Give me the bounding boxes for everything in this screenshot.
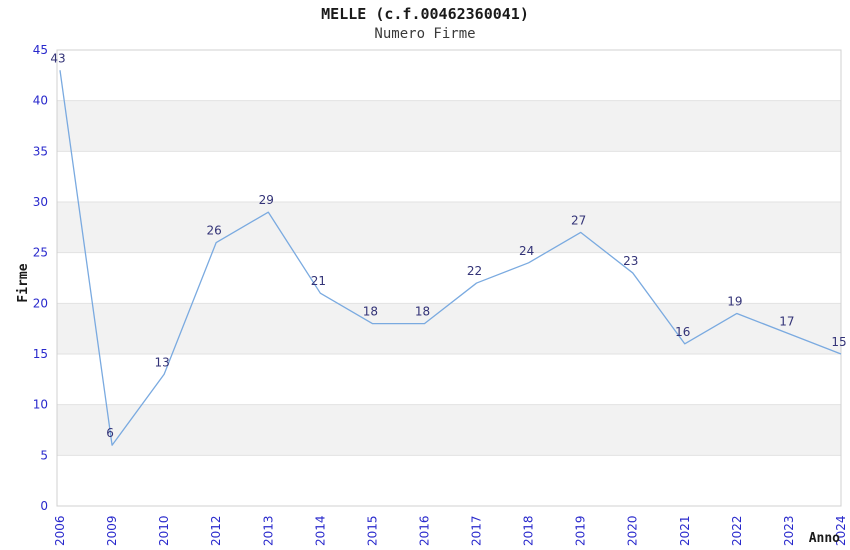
data-point-label: 23 [623, 254, 638, 268]
data-point-label: 22 [467, 264, 482, 278]
grid-band [57, 100, 841, 152]
x-tick-label: 2013 [261, 515, 275, 546]
x-tick-label: 2017 [470, 515, 484, 546]
x-axis-title: Anno [809, 531, 840, 546]
data-point-label: 19 [727, 294, 742, 308]
y-tick-label: 20 [33, 296, 48, 310]
y-tick-label: 10 [33, 398, 48, 412]
x-tick-label: 2023 [782, 515, 796, 546]
y-axis-title: Firme [16, 263, 31, 302]
x-tick-label: 2019 [574, 515, 588, 546]
y-tick-label: 30 [33, 195, 48, 209]
data-point-label: 26 [207, 224, 222, 238]
data-point-label: 18 [363, 305, 378, 319]
x-tick-label: 2009 [105, 515, 119, 546]
data-point-label: 24 [519, 244, 534, 258]
x-tick-label: 2022 [730, 515, 744, 546]
plot-border [56, 49, 842, 507]
chart-subtitle: Numero Firme [374, 26, 475, 42]
plot-area: 0 5 10 15 20 25 30 35 40 45 2006 2009 2010 2012 2013 20… [33, 43, 848, 546]
x-tick-label: 2021 [678, 515, 692, 546]
x-tick-label: 2014 [313, 515, 327, 546]
data-point-label: 21 [311, 274, 326, 288]
y-tick-label: 5 [40, 448, 48, 462]
x-tick-label: 2010 [157, 515, 171, 546]
x-tick-label: 2016 [417, 515, 431, 546]
data-point-label: 13 [154, 355, 169, 369]
y-tick-label: 40 [33, 94, 48, 108]
chart-title: MELLE (c.f.00462360041) [321, 5, 529, 23]
grid-band [57, 202, 841, 253]
x-tick-label: 2012 [209, 515, 223, 546]
y-tick-label: 25 [33, 246, 48, 260]
data-point-label: 17 [779, 315, 794, 329]
grid-band [57, 404, 841, 456]
y-tick-label: 35 [33, 144, 48, 158]
x-tick-label: 2020 [626, 515, 640, 546]
series-line [59, 70, 842, 446]
y-tick-label: 45 [33, 43, 48, 57]
data-point-label: 18 [415, 305, 430, 319]
y-tick-label: 0 [40, 499, 48, 513]
data-point-label: 27 [571, 213, 586, 227]
data-point-label: 6 [106, 426, 114, 440]
data-point-label: 43 [50, 51, 65, 65]
data-point-label: 15 [831, 335, 846, 349]
x-tick-label: 2024 [834, 515, 848, 546]
data-point-label: 16 [675, 325, 690, 339]
x-tick-label: 2018 [522, 515, 536, 546]
x-tick-label: 2006 [53, 515, 67, 546]
data-point-label: 29 [259, 193, 274, 207]
y-tick-label: 15 [33, 347, 48, 361]
x-tick-label: 2015 [365, 515, 379, 546]
